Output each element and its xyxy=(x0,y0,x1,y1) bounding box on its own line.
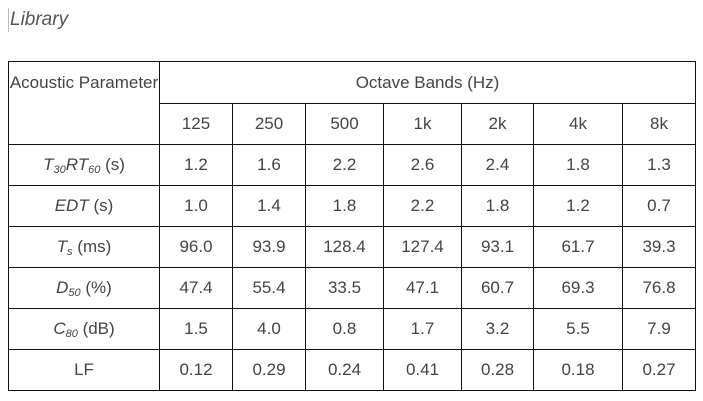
band-header: 500 xyxy=(305,103,384,145)
value-cell: 7.9 xyxy=(622,308,696,350)
table-row: LF 0.12 0.29 0.24 0.41 0.28 0.18 0.27 xyxy=(8,349,696,391)
value-cell: 1.2 xyxy=(159,144,233,186)
band-header: 4k xyxy=(533,103,623,145)
unit: (s) xyxy=(100,154,125,174)
subscript: 80 xyxy=(65,327,78,340)
value-cell: 128.4 xyxy=(305,226,384,268)
value-cell: 0.41 xyxy=(383,349,462,391)
table-row: Ts (ms) 96.0 93.9 128.4 127.4 93.1 61.7 39.3 xyxy=(8,226,696,268)
value-cell: 0.29 xyxy=(232,349,306,391)
value-cell: 0.27 xyxy=(622,349,696,391)
value-cell: 0.24 xyxy=(305,349,384,391)
parameter-label: D50 (%) xyxy=(8,267,160,309)
table-row: EDT (s) 1.0 1.4 1.8 2.2 1.8 1.2 0.7 xyxy=(8,185,696,227)
parameter-label: C80 (dB) xyxy=(8,308,160,350)
symbol: C xyxy=(53,318,66,338)
value-cell: 1.8 xyxy=(461,185,534,227)
value-cell: 2.6 xyxy=(383,144,462,186)
value-cell: 69.3 xyxy=(533,267,623,309)
octave-bands-header: Octave Bands (Hz) xyxy=(159,61,696,104)
symbol: T xyxy=(56,236,68,256)
value-cell: 4.0 xyxy=(232,308,306,350)
unit: (ms) xyxy=(72,236,112,256)
value-cell: 0.7 xyxy=(622,185,696,227)
value-cell: 2.2 xyxy=(383,185,462,227)
value-cell: 1.7 xyxy=(383,308,462,350)
band-header: 2k xyxy=(461,103,534,145)
value-cell: 0.8 xyxy=(305,308,384,350)
band-header: 1k xyxy=(383,103,462,145)
value-cell: 1.0 xyxy=(159,185,233,227)
value-cell: 127.4 xyxy=(383,226,462,268)
parameter-label: T30RT60 (s) xyxy=(8,144,160,186)
band-header: 8k xyxy=(622,103,696,145)
value-cell: 60.7 xyxy=(461,267,534,309)
parameter-label: EDT (s) xyxy=(8,185,160,227)
value-cell: 96.0 xyxy=(159,226,233,268)
unit: (%) xyxy=(80,277,112,297)
value-cell: 93.9 xyxy=(232,226,306,268)
value-cell: 1.5 xyxy=(159,308,233,350)
value-cell: 47.1 xyxy=(383,267,462,309)
unit: (s) xyxy=(88,196,114,215)
symbol: EDT xyxy=(54,196,89,215)
value-cell: 1.2 xyxy=(533,185,623,227)
symbol: T xyxy=(43,154,54,174)
table-row: T30RT60 (s) 1.2 1.6 2.2 2.6 2.4 1.8 1.3 xyxy=(8,144,696,186)
value-cell: 1.8 xyxy=(305,185,384,227)
symbol: RT xyxy=(65,154,89,174)
value-cell: 5.5 xyxy=(533,308,623,350)
subscript: 60 xyxy=(88,163,101,176)
band-header: 250 xyxy=(232,103,306,145)
value-cell: 1.6 xyxy=(232,144,306,186)
value-cell: 1.8 xyxy=(533,144,623,186)
value-cell: 39.3 xyxy=(622,226,696,268)
subscript: 50 xyxy=(68,286,81,299)
unit: LF xyxy=(74,360,94,379)
page-title: Library xyxy=(8,8,69,32)
parameter-header: Acoustic Parameter xyxy=(8,61,160,145)
value-cell: 33.5 xyxy=(305,267,384,309)
value-cell: 1.3 xyxy=(622,144,696,186)
band-header: 125 xyxy=(159,103,233,145)
value-cell: 47.4 xyxy=(159,267,233,309)
value-cell: 0.28 xyxy=(461,349,534,391)
symbol: D xyxy=(56,277,69,297)
value-cell: 1.4 xyxy=(232,185,306,227)
value-cell: 2.4 xyxy=(461,144,534,186)
value-cell: 93.1 xyxy=(461,226,534,268)
subscript: s xyxy=(67,245,73,258)
unit: (dB) xyxy=(77,318,115,338)
value-cell: 0.18 xyxy=(533,349,623,391)
value-cell: 55.4 xyxy=(232,267,306,309)
value-cell: 2.2 xyxy=(305,144,384,186)
table-row: C80 (dB) 1.5 4.0 0.8 1.7 3.2 5.5 7.9 xyxy=(8,308,696,350)
table-row: D50 (%) 47.4 55.4 33.5 47.1 60.7 69.3 76.8 xyxy=(8,267,696,309)
subscript: 30 xyxy=(53,163,66,176)
value-cell: 3.2 xyxy=(461,308,534,350)
value-cell: 61.7 xyxy=(533,226,623,268)
parameter-label: LF xyxy=(8,349,160,391)
value-cell: 76.8 xyxy=(622,267,696,309)
value-cell: 0.12 xyxy=(159,349,233,391)
acoustic-parameters-table: Acoustic Parameter Octave Bands (Hz) 125… xyxy=(8,61,696,391)
parameter-label: Ts (ms) xyxy=(8,226,160,268)
